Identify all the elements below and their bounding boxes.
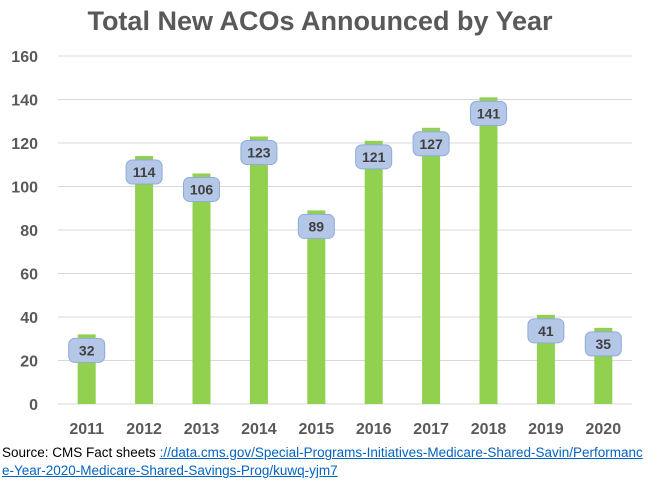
data-label-box xyxy=(470,100,507,126)
y-tick-label: 20 xyxy=(20,354,38,371)
x-tick-label: 2020 xyxy=(586,421,622,438)
data-label-box xyxy=(297,213,335,239)
x-tick-label: 2016 xyxy=(356,421,392,438)
data-label-box xyxy=(412,131,450,157)
data-label: 35 xyxy=(596,336,612,352)
bar-2014 xyxy=(249,136,268,404)
y-tick-label: 120 xyxy=(11,136,38,153)
data-label: 121 xyxy=(362,149,386,165)
data-label: 141 xyxy=(477,105,501,121)
x-tick-label: 2012 xyxy=(126,421,162,438)
data-label-box xyxy=(584,331,622,357)
data-label: 114 xyxy=(133,164,156,180)
data-label-box xyxy=(125,159,163,185)
x-tick-label: 2011 xyxy=(69,421,104,438)
y-tick-label: 100 xyxy=(11,180,38,197)
data-label-box xyxy=(527,318,565,344)
bar-2013 xyxy=(192,173,211,404)
source-link[interactable]: ://data.cms.gov/Special-Programs-Initiat… xyxy=(2,445,643,478)
data-labels: 32 114 106 123 89 121 127 141 41 35 xyxy=(68,100,622,363)
x-tick-label: 2013 xyxy=(184,421,220,438)
data-label: 32 xyxy=(79,342,95,358)
data-label: 41 xyxy=(538,323,554,339)
y-tick-label: 0 xyxy=(29,397,38,414)
y-axis-ticks: 0 20 40 60 80 100 120 140 160 xyxy=(11,49,38,414)
x-tick-label: 2015 xyxy=(299,421,335,438)
data-label-box xyxy=(183,176,220,202)
source-prefix: Source: CMS Fact sheets xyxy=(2,445,160,460)
data-label-box xyxy=(240,139,278,165)
x-axis-ticks: 2011 2012 2013 2014 2015 2016 2017 2018 2019 2020 xyxy=(69,421,621,438)
bar-chart: Total New ACOs Announced by Year 32 114 10… xyxy=(11,6,632,438)
data-label: 89 xyxy=(309,218,325,234)
data-label: 123 xyxy=(247,144,271,160)
chart-title: Total New ACOs Announced by Year xyxy=(87,6,553,36)
bar-2012 xyxy=(135,156,154,404)
y-tick-label: 80 xyxy=(20,223,38,240)
bar-2016 xyxy=(364,140,383,404)
x-tick-label: 2014 xyxy=(241,421,277,438)
y-tick-label: 140 xyxy=(11,93,38,110)
bar-2015 xyxy=(307,210,326,404)
source-note: Source: CMS Fact sheets ://data.cms.gov/… xyxy=(2,444,648,480)
data-label: 127 xyxy=(419,136,443,152)
bar-2017 xyxy=(422,127,441,405)
y-tick-label: 40 xyxy=(20,310,38,327)
bar-2018 xyxy=(479,97,498,404)
data-label-box xyxy=(68,337,106,363)
x-tick-label: 2017 xyxy=(413,421,449,438)
y-tick-label: 60 xyxy=(20,267,38,284)
data-label-box xyxy=(355,144,393,170)
x-tick-label: 2019 xyxy=(528,421,564,438)
x-tick-label: 2018 xyxy=(471,421,507,438)
gridlines xyxy=(58,55,632,405)
y-tick-label: 160 xyxy=(11,49,38,66)
data-label: 106 xyxy=(190,181,214,197)
